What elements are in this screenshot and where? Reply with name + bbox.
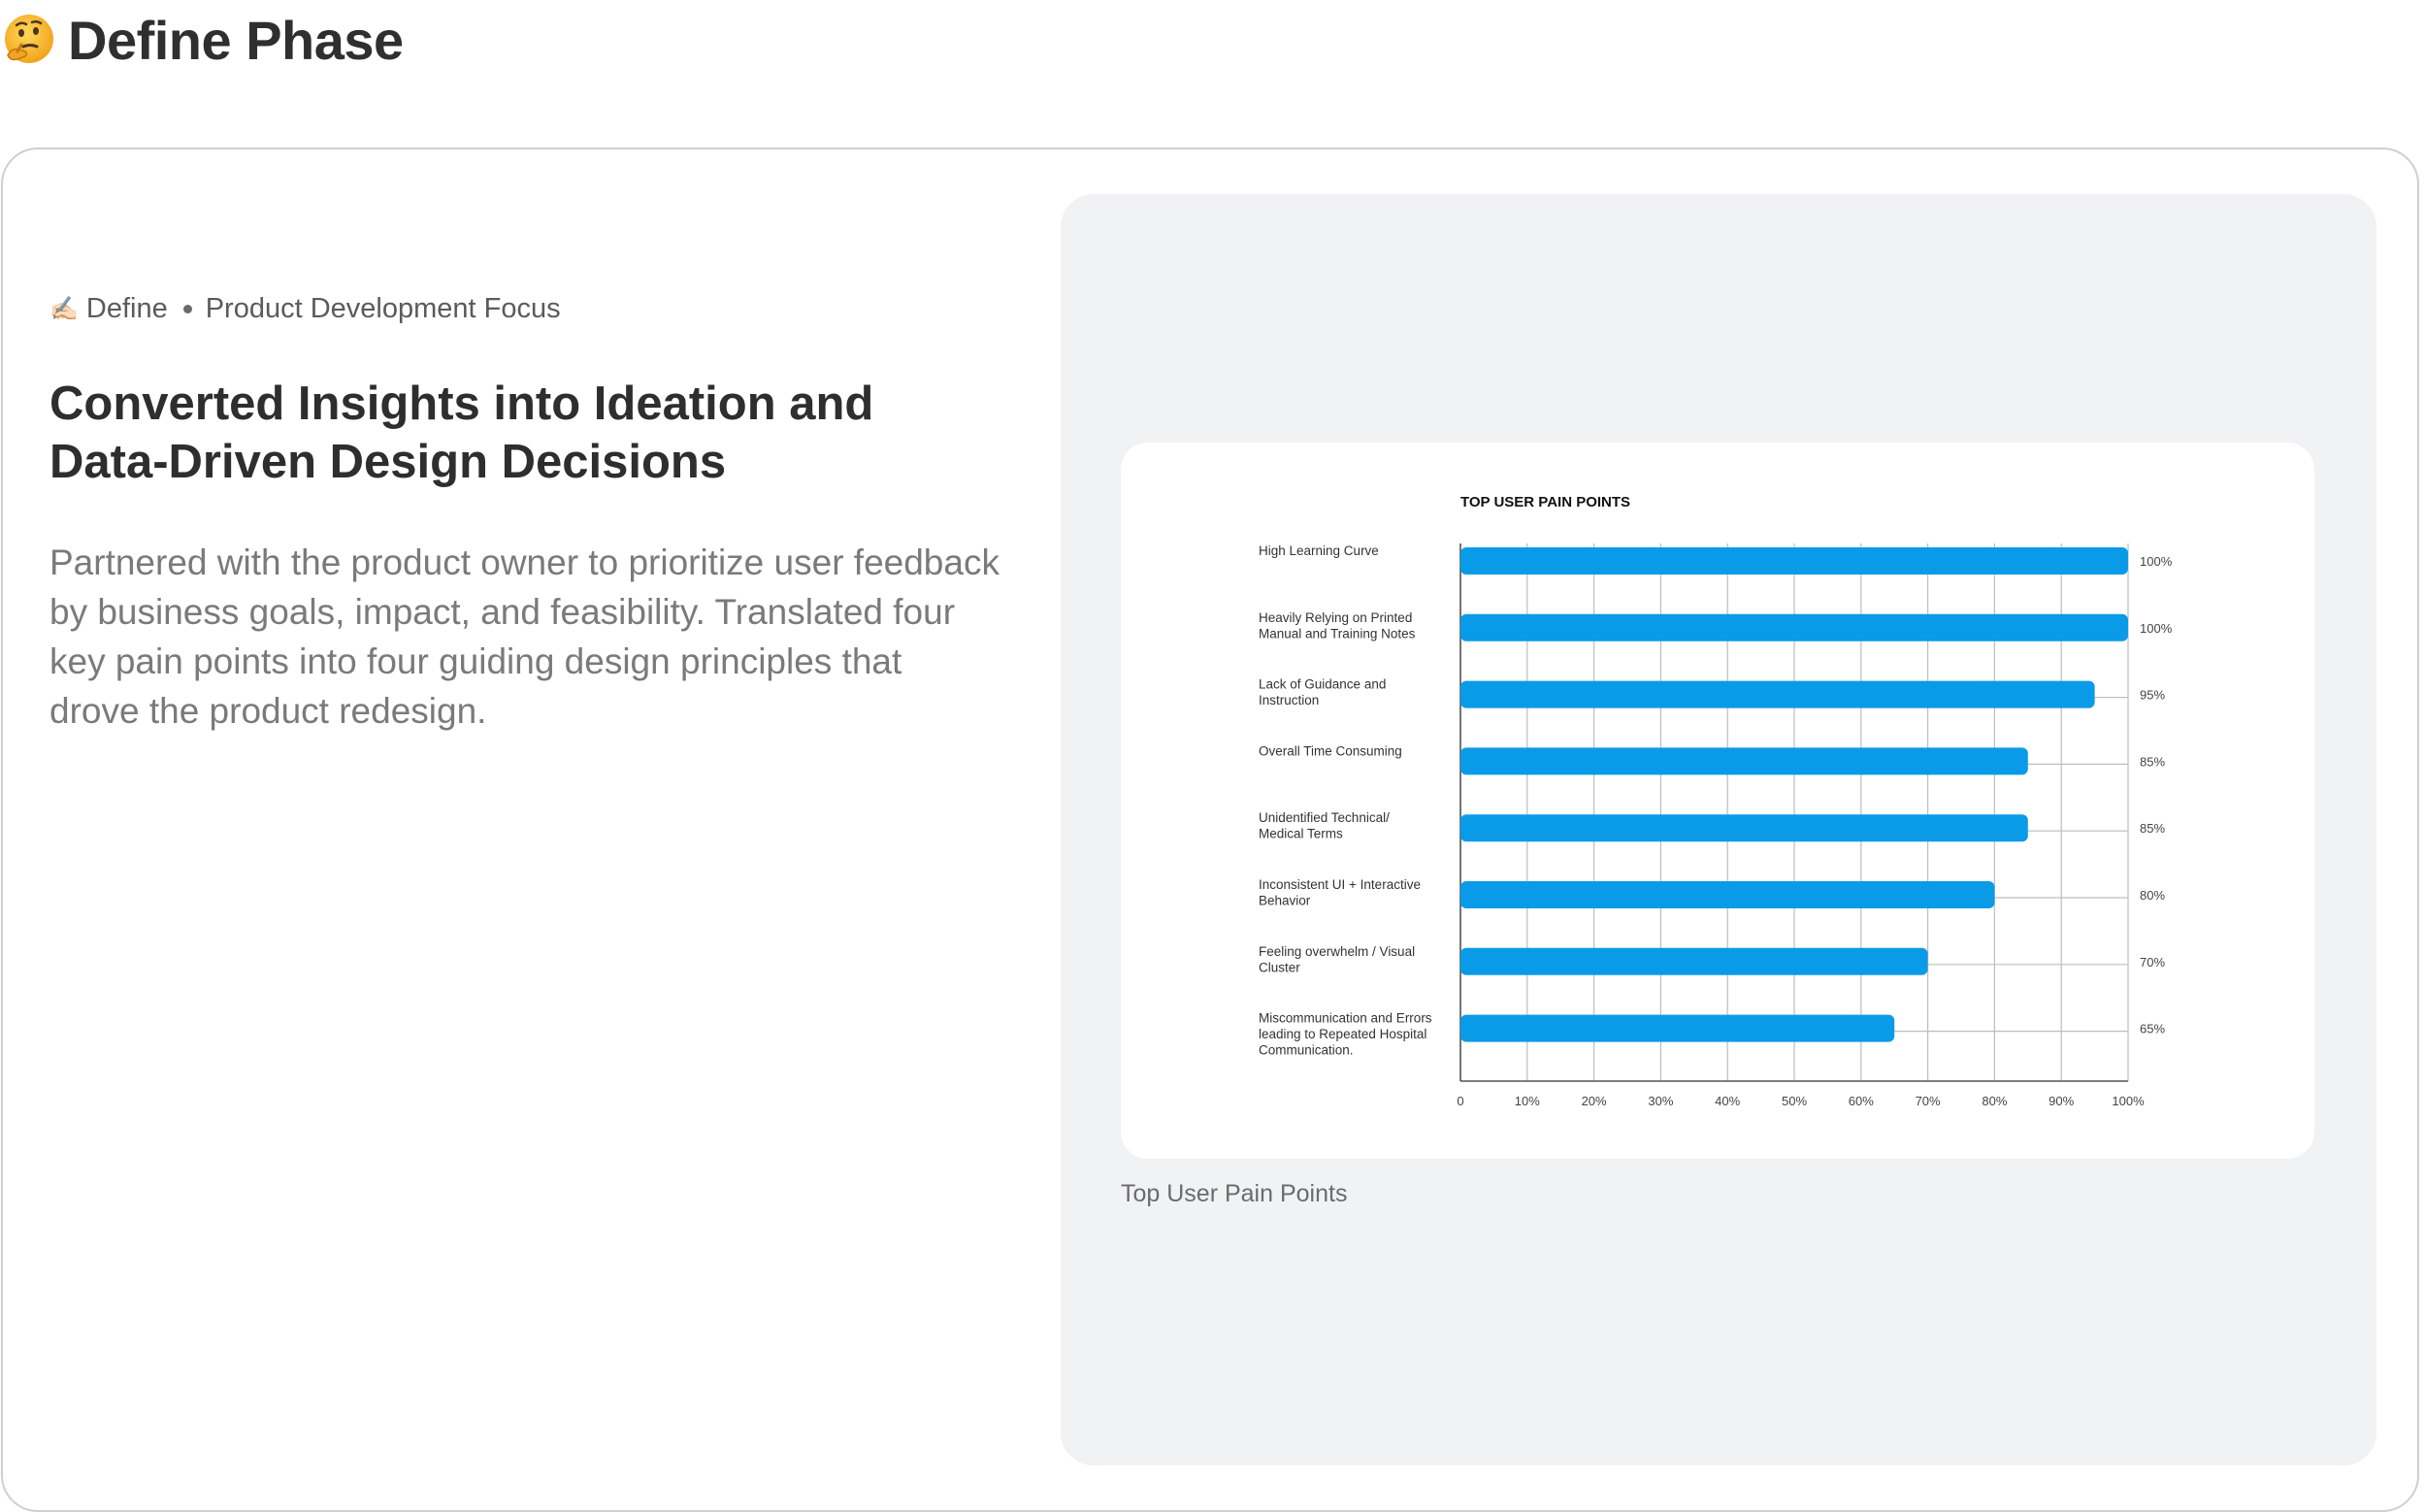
- bar-8: [1460, 1014, 1895, 1042]
- value-label: 80%: [2140, 888, 2165, 903]
- media-panel: TOP USER PAIN POINTS High Learning Curve 1…: [1061, 194, 2377, 1465]
- bar-5: [1460, 814, 2028, 842]
- bar-3: [1460, 680, 2095, 708]
- category-label: Heavily Relying on Printed Manual and Tra…: [1259, 610, 1416, 641]
- category-label: High Learning Curve: [1259, 543, 1379, 558]
- x-tick-label: 30%: [1648, 1094, 1673, 1108]
- chart-caption: Top User Pain Points: [1121, 1180, 1348, 1207]
- category-label: Unidentified Technical/Medical Terms: [1259, 810, 1390, 841]
- value-label: 100%: [2140, 621, 2173, 636]
- category-label: Overall Time Consuming: [1259, 743, 1402, 758]
- value-label: 100%: [2140, 554, 2173, 569]
- category-label: Lack of Guidance and Instruction: [1259, 677, 1386, 708]
- value-label: 65%: [2140, 1022, 2165, 1036]
- x-tick-label: 20%: [1582, 1094, 1607, 1108]
- card-description: Partnered with the product owner to prio…: [49, 542, 1000, 731]
- x-tick-label: 0: [1457, 1094, 1463, 1108]
- x-tick-label: 70%: [1916, 1094, 1941, 1108]
- chart-title: TOP USER PAIN POINTS: [1460, 494, 1630, 510]
- category-label: Inconsistent UI + Interactive Behavior: [1259, 877, 1421, 908]
- case-study-card: ✍🏻 Define Product Development Focus Conv…: [1, 148, 2419, 1512]
- thinking-face-icon: [5, 15, 53, 63]
- x-tick-label: 90%: [2049, 1094, 2074, 1108]
- value-label: 85%: [2140, 821, 2165, 836]
- page-title: Define Phase: [68, 9, 404, 71]
- focus-label: Product Development Focus: [205, 293, 561, 324]
- bar-7: [1460, 947, 1928, 975]
- separator-dot: [182, 305, 192, 313]
- page-header: Define Phase: [0, 6, 404, 74]
- x-tick-label: 40%: [1715, 1094, 1740, 1108]
- value-label: 95%: [2140, 688, 2165, 703]
- bar-2: [1460, 613, 2128, 641]
- chart-frame: TOP USER PAIN POINTS High Learning Curve 1…: [1121, 443, 2314, 1159]
- value-label: 85%: [2140, 754, 2165, 769]
- bar-6: [1460, 881, 1995, 908]
- x-tick-label: 80%: [1982, 1094, 2007, 1108]
- category-label: Feeling overwhelm / Visual Cluster: [1259, 944, 1415, 975]
- writing-hand-icon: ✍🏻: [49, 296, 79, 322]
- x-tick-label: 50%: [1782, 1094, 1807, 1108]
- phase-tag: Define: [85, 293, 168, 324]
- card-headline: Converted Insights into Ideation and Dat…: [49, 378, 874, 488]
- value-label: 70%: [2140, 955, 2165, 970]
- meta-row: ✍🏻 Define Product Development Focus: [49, 293, 561, 325]
- x-tick-label: 10%: [1515, 1094, 1540, 1108]
- category-label: Miscommunication and Errors leading to Re…: [1259, 1011, 1432, 1058]
- x-tick-label: 100%: [2112, 1094, 2145, 1108]
- x-tick-label: 60%: [1849, 1094, 1874, 1108]
- pain-points-bar-chart: TOP USER PAIN POINTS High Learning Curve 1…: [1259, 494, 2173, 1108]
- bar-4: [1460, 747, 2028, 775]
- bar-1: [1460, 547, 2128, 575]
